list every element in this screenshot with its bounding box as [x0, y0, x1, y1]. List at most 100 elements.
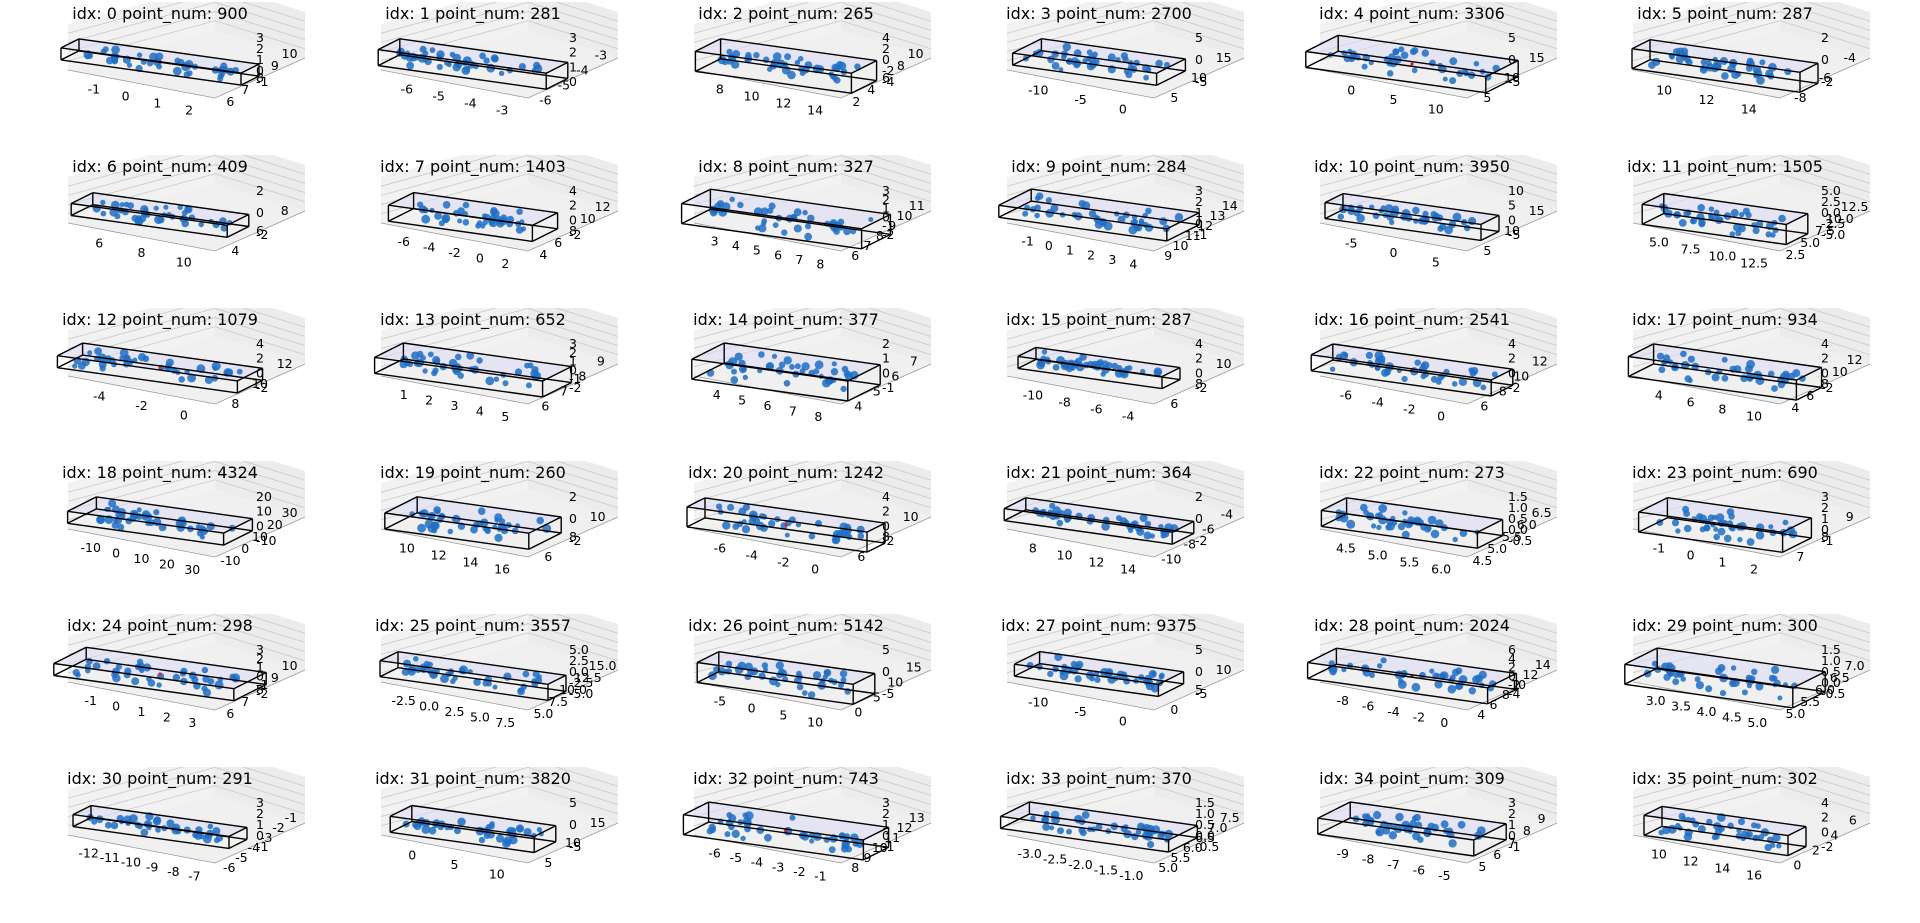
x-tick-label: -2.0 — [1068, 857, 1092, 872]
y-tick-label: 12.5 — [1841, 199, 1869, 214]
x-tick-label: 10 — [1656, 83, 1672, 98]
point — [844, 372, 853, 381]
subplot-1: -6 -5 -4 -3 -6 -5 -4 -3 3 2 1 0 idx: 1 point_num: 28… — [323, 2, 623, 155]
side-pane — [215, 461, 305, 517]
subplot-title: idx: 26 point_num: 5142 — [688, 616, 884, 635]
point — [502, 380, 509, 387]
z-tick-label: 2 — [256, 806, 264, 821]
box-edge — [1624, 683, 1793, 709]
z-tick-label: 2 — [1508, 806, 1516, 821]
subplot-20: -6 -4 -2 0 6 8 10 4 2 0 -2 idx: 20 point_num: 1242 — [636, 461, 936, 614]
axis-line — [67, 57, 306, 99]
point — [1160, 533, 1166, 539]
box-edge — [1014, 650, 1040, 665]
point — [1782, 519, 1789, 526]
y-tick-label: 8 — [1821, 529, 1829, 544]
x-tick-label: 0 — [1119, 713, 1127, 728]
box-edge — [532, 212, 558, 227]
point — [1665, 662, 1674, 670]
x-tick-label: -10 — [80, 540, 100, 555]
point — [454, 353, 462, 361]
point — [1153, 367, 1163, 376]
point — [1721, 374, 1729, 382]
point — [1778, 214, 1786, 223]
grid-line — [693, 308, 932, 340]
point — [427, 351, 434, 358]
grid-line — [1006, 2, 1245, 43]
y-tick-label: 4.5 — [1472, 553, 1492, 568]
point — [1081, 811, 1090, 819]
subplot-5: 10 12 14 -8 -6 -4 2 0 -2 idx: 5 point_num: 287 — [1575, 2, 1875, 155]
grid-line — [1319, 155, 1558, 187]
point — [1768, 62, 1777, 72]
x-tick-label: 0 — [811, 562, 819, 577]
point — [1064, 517, 1070, 523]
grid-line — [1319, 470, 1558, 511]
y-tick-label: 13 — [1210, 208, 1226, 223]
x-tick-label: 6 — [1687, 395, 1695, 410]
point — [731, 60, 740, 69]
y-tick-label: 4 — [231, 243, 239, 258]
x-tick-label: 1 — [1066, 243, 1074, 258]
point — [1413, 813, 1421, 822]
grid-line — [67, 767, 306, 808]
z-tick-label: -5 — [1195, 686, 1207, 701]
z-tick-label: -2 — [1195, 533, 1207, 548]
x-tick-label: 2 — [501, 256, 509, 271]
point — [1448, 839, 1457, 848]
box-edge — [228, 838, 248, 850]
box-edge — [1336, 647, 1517, 675]
grid-line — [693, 461, 932, 502]
point — [111, 45, 120, 54]
point — [1371, 523, 1377, 529]
box-edge — [528, 532, 562, 550]
box-edge — [861, 233, 891, 250]
axis-line — [1006, 822, 1245, 864]
x-tick-label: -5 — [1074, 704, 1086, 719]
x-tick-label: 7 — [795, 252, 803, 267]
point — [1052, 364, 1060, 371]
point — [1713, 526, 1719, 532]
z-tick-label: 5 — [1508, 198, 1516, 213]
z-tick-label: 2 — [256, 651, 264, 666]
subplot-title: idx: 8 point_num: 327 — [698, 157, 874, 176]
point — [738, 507, 747, 516]
outlier-point — [158, 366, 162, 370]
point — [412, 821, 418, 828]
y-tick-label: 4 — [854, 399, 862, 414]
point — [72, 669, 80, 677]
subplot-8: 3 4 5 6 7 8 6 7 8 9 10 11 3 2 1 0 -1 -2 idx: 8 point_num: … — [636, 155, 936, 308]
point — [1742, 207, 1750, 215]
y-tick-label: 2 — [852, 94, 860, 109]
z-tick-label: -1 — [256, 74, 268, 89]
point — [768, 202, 776, 210]
y-tick-label: 15 — [1529, 203, 1545, 218]
box-edge — [389, 820, 413, 833]
grid-line — [67, 317, 306, 358]
box-edge — [691, 342, 725, 360]
z-tick-label: -5 — [1195, 74, 1207, 89]
grid-line — [380, 308, 619, 349]
box-edge — [1039, 662, 1184, 685]
x-tick-label: 14 — [1741, 101, 1757, 116]
grid-line — [1006, 461, 1245, 502]
box-edge — [708, 801, 889, 828]
point — [1687, 355, 1695, 363]
grid-line — [1632, 164, 1871, 205]
x-tick-label: -2.5 — [1043, 851, 1067, 866]
box-edge — [374, 356, 543, 382]
point — [87, 53, 93, 59]
point — [192, 831, 199, 839]
subplot-12: -4 -2 0 8 10 12 4 2 0 -2 idx: 12 point_num: 1079 — [10, 308, 310, 461]
z-tick-label: 4 — [882, 30, 890, 45]
box-edge — [379, 660, 549, 685]
y-tick-label: 6 — [1493, 847, 1501, 862]
axis-line — [1319, 210, 1558, 252]
point — [731, 829, 740, 838]
grid-line — [693, 623, 932, 664]
point — [1125, 71, 1133, 79]
point — [1452, 212, 1462, 222]
box-edge — [374, 342, 404, 359]
box-edge — [60, 50, 80, 61]
x-tick-label: 2 — [425, 392, 433, 407]
